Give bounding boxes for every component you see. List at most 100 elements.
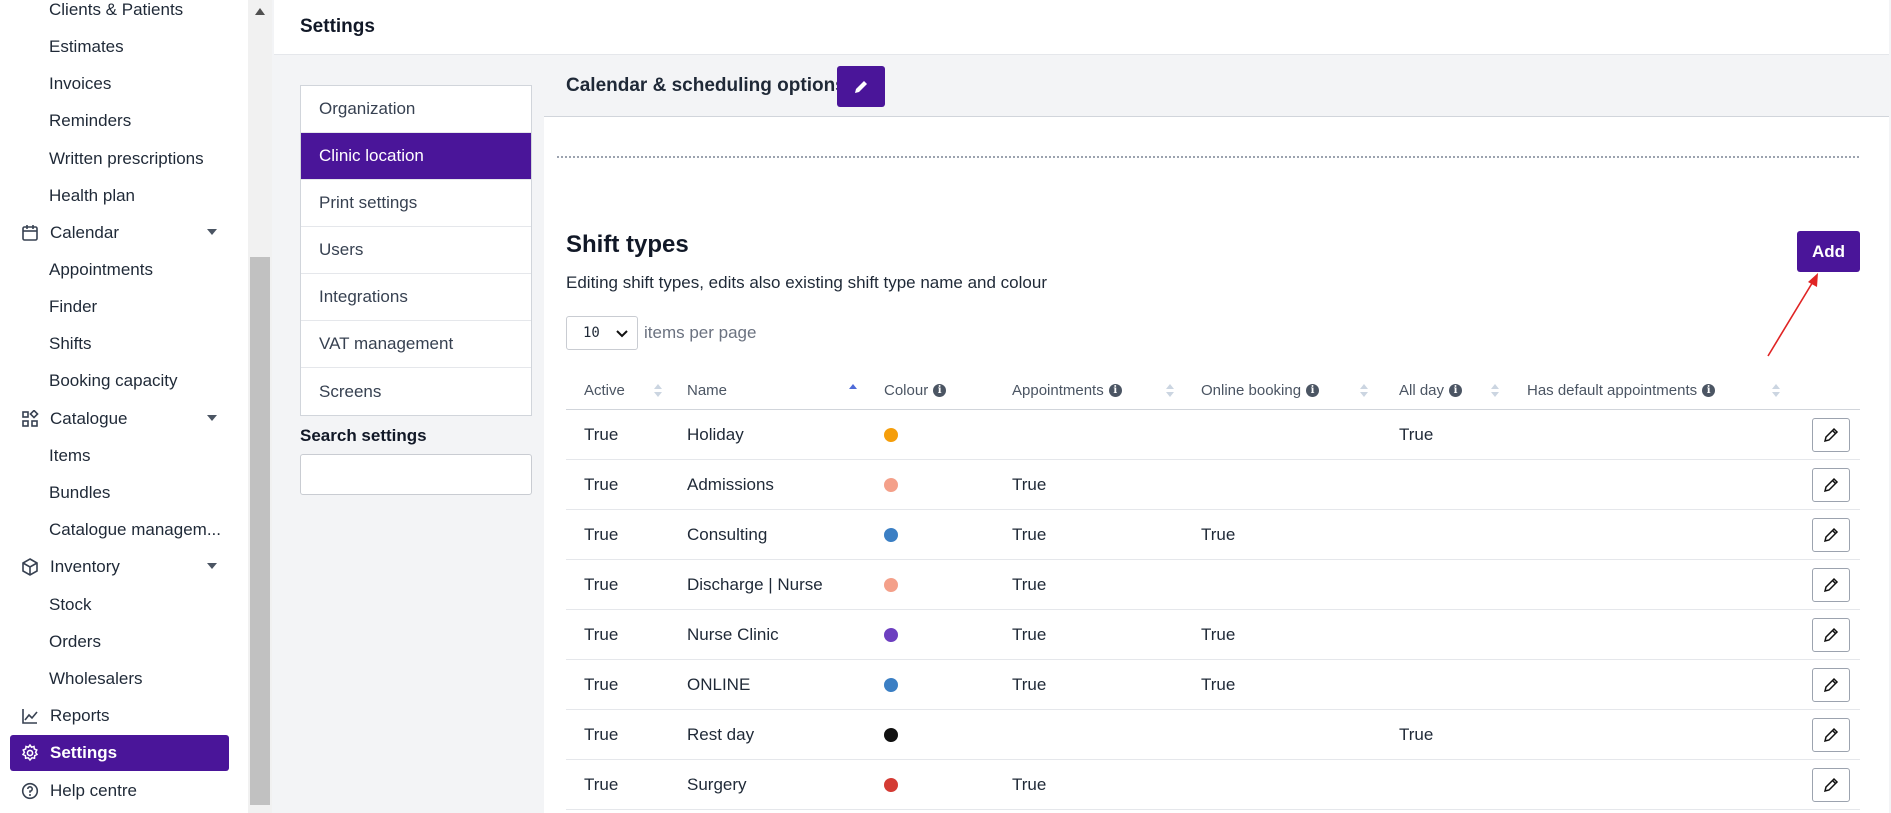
sidebar-item-reports[interactable]: Reports: [10, 698, 229, 734]
search-settings-input[interactable]: [300, 454, 532, 495]
pencil-icon: [1823, 527, 1839, 543]
calendar-edit-button[interactable]: [837, 66, 885, 107]
sort-name-icon[interactable]: [849, 384, 857, 398]
sidebar-item-label: Health plan: [49, 186, 136, 205]
sidebar-item-estimates[interactable]: Estimates: [10, 29, 229, 65]
sidebar-item-label: Finder: [49, 297, 98, 316]
scrollbar-thumb[interactable]: [250, 257, 270, 805]
cell-name: Nurse Clinic: [687, 625, 779, 644]
colour-swatch: [884, 428, 898, 442]
info-icon[interactable]: i: [1108, 383, 1122, 397]
settings-menu-print-settings[interactable]: Print settings: [301, 180, 531, 227]
cell-active: True: [584, 775, 619, 794]
col-label: Online booking: [1201, 381, 1302, 399]
pencil-icon: [855, 80, 867, 93]
edit-row-button[interactable]: [1812, 618, 1850, 652]
sidebar-item-items[interactable]: Items: [10, 438, 229, 474]
col-label: Colour: [884, 381, 929, 399]
edit-row-button[interactable]: [1812, 768, 1850, 802]
sort-active-icon[interactable]: [654, 384, 662, 398]
cell-active: True: [584, 725, 619, 744]
col-label: Active: [584, 381, 625, 399]
settings-menu-users[interactable]: Users: [301, 227, 531, 274]
col-header-has-default[interactable]: Has default appointments i: [1527, 370, 1716, 410]
sidebar-item-label: Clients & Patients: [49, 0, 184, 19]
sidebar-item-health-plan[interactable]: Health plan: [10, 178, 229, 214]
cell-active: True: [584, 475, 619, 494]
edit-row-button[interactable]: [1812, 568, 1850, 602]
table-row: True Surgery True: [566, 760, 1860, 810]
expand-caret-icon[interactable]: [207, 563, 217, 569]
cell-active: True: [584, 625, 619, 644]
sidebar-scrollbar[interactable]: [248, 0, 272, 813]
sidebar-item-label: Written prescriptions: [49, 149, 204, 168]
settings-menu-integrations[interactable]: Integrations: [301, 274, 531, 321]
sidebar-item-catalogue[interactable]: Catalogue: [10, 401, 229, 437]
pencil-icon: [1823, 627, 1839, 643]
sidebar-item-invoices[interactable]: Invoices: [10, 66, 229, 102]
settings-menu-clinic-location[interactable]: Clinic location: [301, 133, 531, 180]
col-header-name[interactable]: Name: [687, 370, 727, 410]
sidebar-item-clients-patients[interactable]: Clients & Patients: [10, 0, 229, 28]
table-row: True Rest day True: [566, 710, 1860, 760]
expand-caret-icon[interactable]: [207, 415, 217, 421]
info-icon[interactable]: i: [1702, 383, 1716, 397]
col-label: Appointments: [1012, 381, 1104, 399]
sidebar-item-reminders[interactable]: Reminders: [10, 103, 229, 139]
sidebar-item-written-prescriptions[interactable]: Written prescriptions: [10, 141, 229, 177]
expand-caret-icon[interactable]: [207, 229, 217, 235]
edit-row-button[interactable]: [1812, 518, 1850, 552]
sidebar-item-bundles[interactable]: Bundles: [10, 475, 229, 511]
sidebar-item-orders[interactable]: Orders: [10, 624, 229, 660]
edit-row-button[interactable]: [1812, 718, 1850, 752]
edit-row-button[interactable]: [1812, 418, 1850, 452]
cell-colour: [884, 760, 898, 810]
edit-row-button[interactable]: [1812, 468, 1850, 502]
sidebar-item-calendar[interactable]: Calendar: [10, 215, 229, 251]
annotation-arrow-icon: [1767, 273, 1818, 357]
cell-colour: [884, 560, 898, 610]
scroll-up-arrow-icon[interactable]: [255, 8, 265, 15]
info-icon[interactable]: i: [933, 383, 947, 397]
sort-all-day-icon[interactable]: [1491, 384, 1499, 398]
cell-active: True: [584, 525, 619, 544]
cell-appointments: True: [1012, 575, 1047, 594]
sidebar-item-booking-capacity[interactable]: Booking capacity: [10, 363, 229, 399]
settings-menu-organization[interactable]: Organization: [301, 86, 531, 133]
col-header-active[interactable]: Active: [584, 370, 625, 410]
cell-active: True: [584, 675, 619, 694]
edit-row-button[interactable]: [1812, 668, 1850, 702]
calendar-section-title: Calendar & scheduling options: [566, 75, 846, 96]
sort-appointments-icon[interactable]: [1166, 384, 1174, 398]
sidebar-item-stock[interactable]: Stock: [10, 587, 229, 623]
info-icon[interactable]: i: [1449, 383, 1463, 397]
sort-has-default-icon[interactable]: [1772, 384, 1780, 398]
shift-types-table: Active Name Colour i Appointments i Online…: [566, 370, 1860, 810]
sidebar-item-catalogue-managem[interactable]: Catalogue managem...: [10, 512, 229, 548]
sidebar-item-label: Invoices: [49, 74, 112, 93]
sidebar-item-finder[interactable]: Finder: [10, 289, 229, 325]
sidebar-item-shifts[interactable]: Shifts: [10, 326, 229, 362]
settings-menu-vat-management[interactable]: VAT management: [301, 321, 531, 368]
sidebar-item-label: Bundles: [49, 483, 111, 502]
cell-name: Consulting: [687, 525, 768, 544]
main-content: Calendar & scheduling options Shift type…: [544, 55, 1889, 813]
add-shift-type-button[interactable]: Add: [1797, 231, 1860, 272]
info-icon[interactable]: i: [1306, 383, 1320, 397]
items-per-page-select[interactable]: 10: [566, 316, 638, 350]
section-divider: [557, 156, 1859, 158]
col-header-appointments[interactable]: Appointments i: [1012, 370, 1122, 410]
cell-active: True: [584, 575, 619, 594]
pencil-icon: [1823, 477, 1839, 493]
settings-menu-screens[interactable]: Screens: [319, 381, 382, 401]
sidebar-item-appointments[interactable]: Appointments: [10, 252, 229, 288]
col-header-all-day[interactable]: All day i: [1399, 370, 1463, 410]
items-per-page-label: items per page: [644, 323, 757, 342]
sidebar-item-help-centre[interactable]: Help centre: [10, 773, 229, 809]
sidebar-item-wholesalers[interactable]: Wholesalers: [10, 661, 229, 697]
col-header-online-booking[interactable]: Online booking i: [1201, 370, 1320, 410]
sidebar-item-settings[interactable]: Settings: [10, 735, 229, 771]
sidebar-item-label: Stock: [49, 595, 92, 614]
sidebar-item-inventory[interactable]: Inventory: [10, 549, 229, 585]
sort-online-booking-icon[interactable]: [1360, 384, 1368, 398]
